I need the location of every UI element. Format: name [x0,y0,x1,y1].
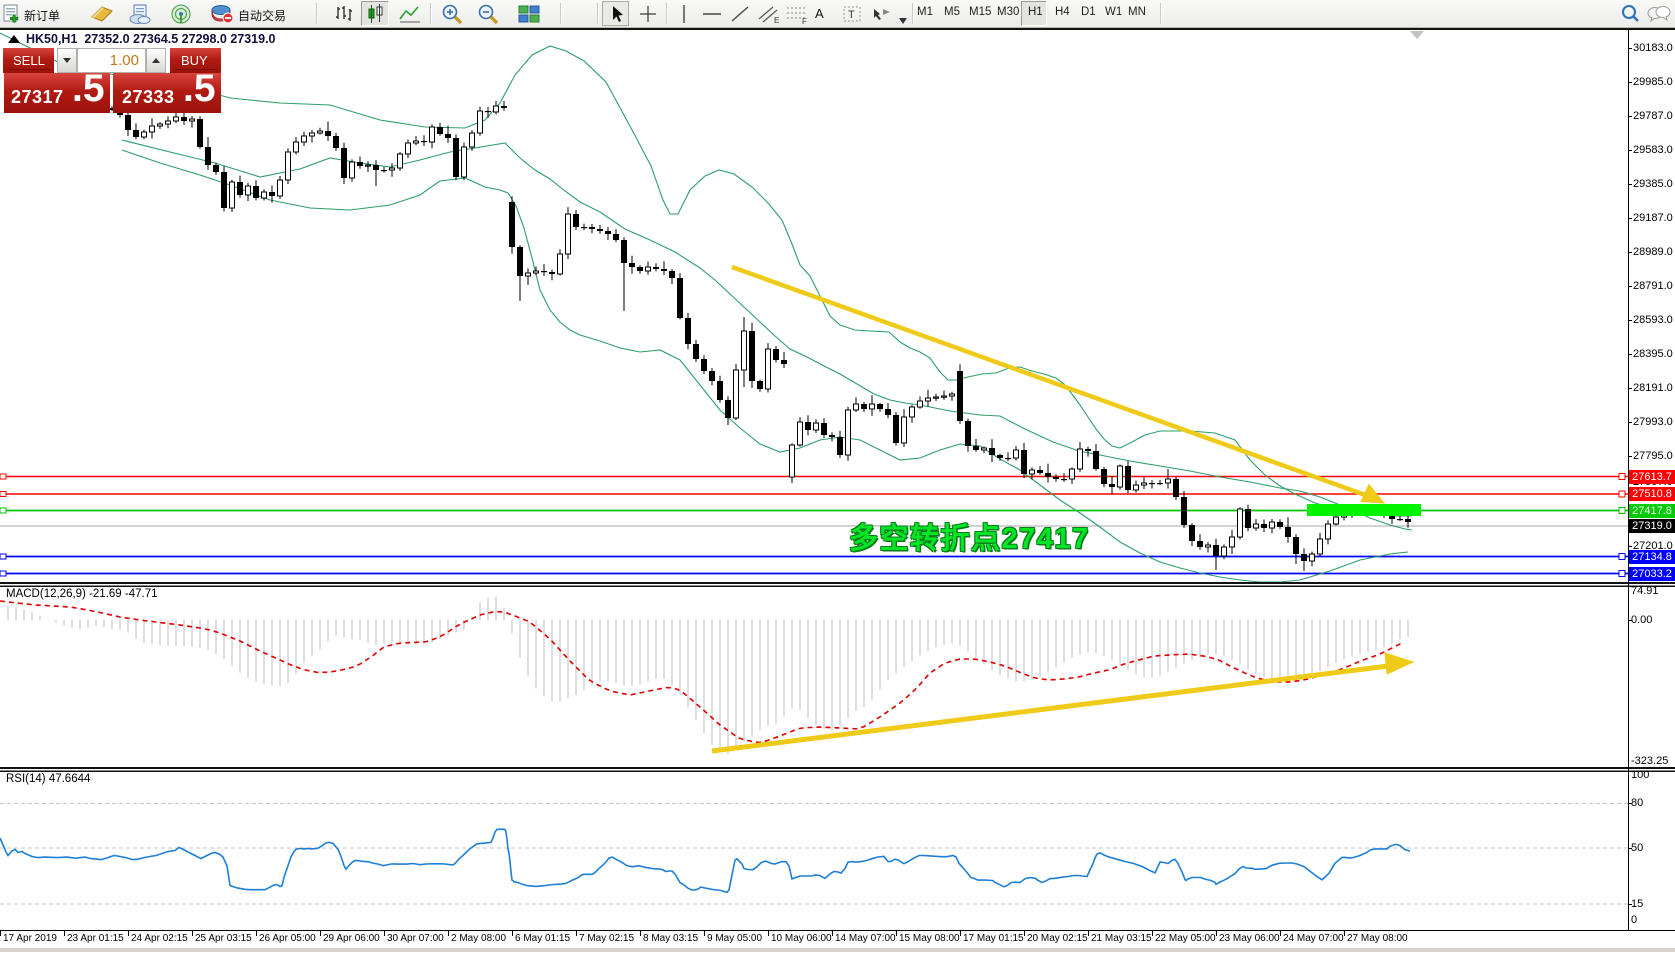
svg-text:F: F [802,17,807,25]
svg-text:E: E [774,16,779,25]
svg-text:T: T [848,9,855,21]
